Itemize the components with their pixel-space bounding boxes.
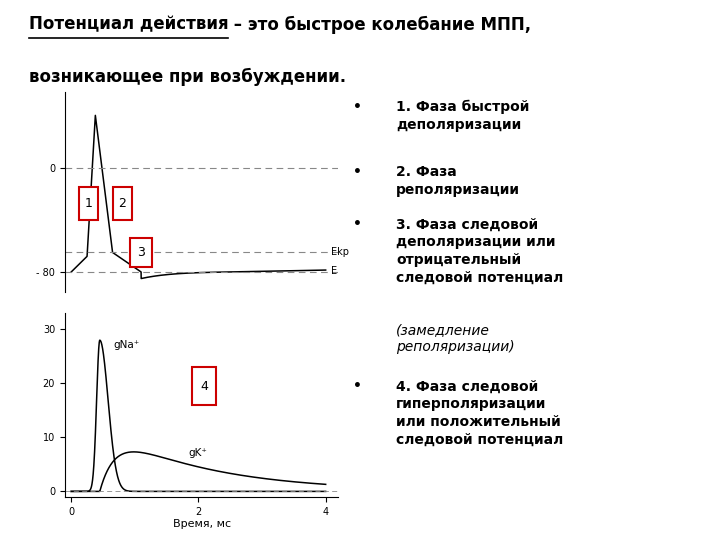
Text: 4. Фаза следовой
гиперполяризации
или положительный
следовой потенциал: 4. Фаза следовой гиперполяризации или по… — [396, 379, 563, 447]
Text: (замедление
реполяризации): (замедление реполяризации) — [396, 323, 515, 354]
FancyBboxPatch shape — [192, 367, 216, 405]
Text: 2: 2 — [118, 197, 126, 210]
Text: •: • — [353, 165, 361, 179]
FancyBboxPatch shape — [130, 238, 152, 267]
Text: 2. Фаза
реполяризации: 2. Фаза реполяризации — [396, 165, 520, 197]
Text: 4: 4 — [200, 380, 208, 393]
X-axis label: Время, мс: Время, мс — [173, 519, 230, 529]
Text: 3: 3 — [137, 246, 145, 259]
Text: 1: 1 — [84, 197, 92, 210]
Text: – это быстрое колебание МПП,: – это быстрое колебание МПП, — [228, 16, 531, 33]
Text: gK⁺: gK⁺ — [189, 448, 208, 458]
Text: 1. Фаза быстрой
деполяризации: 1. Фаза быстрой деполяризации — [396, 100, 529, 132]
FancyBboxPatch shape — [112, 187, 132, 220]
FancyBboxPatch shape — [78, 187, 98, 220]
Text: Ekp: Ekp — [330, 247, 348, 258]
Text: •: • — [353, 379, 361, 393]
Text: gNa⁺: gNa⁺ — [114, 340, 140, 350]
Text: возникающее при возбуждении.: возникающее при возбуждении. — [29, 68, 346, 85]
Text: 3. Фаза следовой
деполяризации или
отрицательный
следовой потенциал: 3. Фаза следовой деполяризации или отриц… — [396, 217, 563, 285]
Text: •: • — [353, 217, 361, 231]
Text: •: • — [353, 100, 361, 114]
Text: E: E — [330, 266, 337, 276]
Text: Потенциал действия: Потенциал действия — [29, 16, 228, 33]
